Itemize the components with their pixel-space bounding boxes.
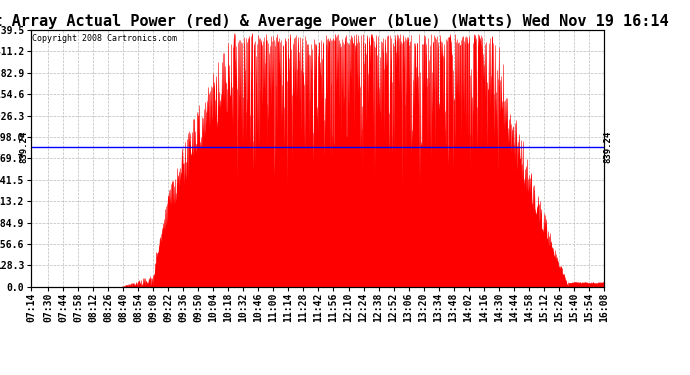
Text: 839.24: 839.24	[604, 131, 613, 163]
Title: East Array Actual Power (red) & Average Power (blue) (Watts) Wed Nov 19 16:14: East Array Actual Power (red) & Average …	[0, 14, 669, 29]
Text: Copyright 2008 Cartronics.com: Copyright 2008 Cartronics.com	[32, 34, 177, 43]
Text: 839.24: 839.24	[19, 131, 28, 163]
